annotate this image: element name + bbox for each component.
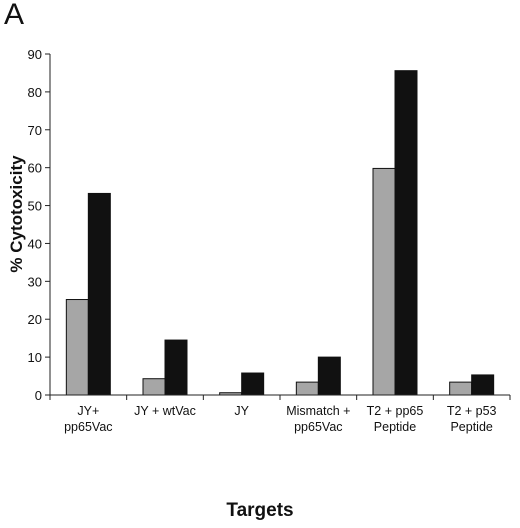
x-tick-label: JY+ bbox=[77, 404, 99, 418]
bar-series-2-2 bbox=[241, 372, 265, 396]
bar-series-1-4 bbox=[372, 167, 396, 396]
bar-series-2-0 bbox=[87, 192, 111, 396]
bar-series-2-3 bbox=[317, 356, 341, 396]
bar-series-1-0 bbox=[65, 299, 89, 396]
bar-series-1-5 bbox=[449, 381, 473, 396]
x-tick-label: JY bbox=[234, 404, 249, 418]
x-tick-label: Peptide bbox=[450, 420, 492, 434]
bars bbox=[65, 70, 495, 396]
y-tick-label: 30 bbox=[28, 274, 42, 289]
y-tick-label: 0 bbox=[35, 388, 42, 403]
x-tick-label: Mismatch + bbox=[286, 404, 350, 418]
y-tick-label: 80 bbox=[28, 85, 42, 100]
bar-series-1-3 bbox=[295, 381, 319, 396]
y-tick-label: 20 bbox=[28, 312, 42, 327]
panel-letter: A bbox=[4, 0, 25, 31]
x-tick-label: Peptide bbox=[374, 420, 416, 434]
y-tick-label: 50 bbox=[28, 199, 42, 214]
x-axis: JY+ pp65Vac JY + wtVac JY Mismatch + pp65Vac T… bbox=[49, 394, 511, 434]
y-tick-label: 10 bbox=[28, 350, 42, 365]
bar-series-2-4 bbox=[394, 70, 418, 396]
x-tick-label: JY + wtVac bbox=[134, 404, 196, 418]
x-tick-label: T2 + pp65 bbox=[367, 404, 424, 418]
bar-series-2-5 bbox=[471, 374, 495, 396]
y-tick-label: 90 bbox=[28, 47, 42, 62]
y-tick-label: 70 bbox=[28, 123, 42, 138]
y-tick-label: 60 bbox=[28, 161, 42, 176]
x-axis-label: Targets bbox=[226, 500, 294, 521]
x-tick-label: pp65Vac bbox=[64, 420, 112, 434]
y-axis: 0 10 20 30 40 50 60 70 80 90 bbox=[28, 47, 51, 403]
x-tick-label: T2 + p53 bbox=[447, 404, 497, 418]
y-axis-label: % Cytotoxicity bbox=[7, 155, 26, 273]
y-tick-label: 40 bbox=[28, 236, 42, 251]
bar-series-2-1 bbox=[164, 339, 188, 396]
x-tick-label: pp65Vac bbox=[294, 420, 342, 434]
bar-series-1-1 bbox=[142, 378, 166, 396]
